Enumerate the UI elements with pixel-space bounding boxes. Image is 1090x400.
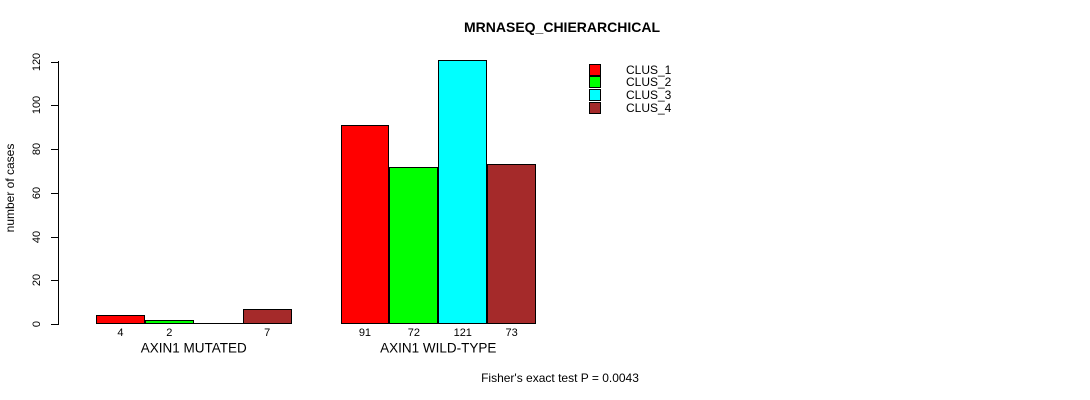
legend-label: CLUS_1 [626, 62, 672, 77]
y-axis-tick-label: 40 [30, 230, 43, 243]
bar-value-label: 121 [453, 327, 472, 339]
y-axis-tick-label: 80 [30, 143, 43, 156]
legend-swatch-clus_2 [589, 76, 601, 89]
bar-clus-1 [340, 125, 390, 324]
legend-label: CLUS_2 [626, 75, 672, 90]
y-axis-tick-label: 60 [30, 186, 43, 199]
y-axis-tick [51, 280, 58, 282]
y-axis-line [58, 61, 59, 325]
bar-clus-3 [438, 59, 488, 324]
bar-clus-4 [242, 308, 292, 324]
bar-value-label: 7 [264, 327, 271, 339]
chart-title: MRNASEQ_CHIERARCHICAL [463, 19, 661, 35]
x-group-label: AXIN1 MUTATED [140, 340, 247, 356]
legend-label: CLUS_4 [626, 101, 672, 116]
bar-clus-4 [487, 164, 537, 324]
y-axis-tick [51, 192, 58, 194]
y-axis-tick-label: 100 [30, 96, 43, 115]
y-axis-tick-label: 120 [30, 52, 43, 71]
bar-clus-3-zero [193, 323, 243, 324]
bar-value-label: 4 [117, 327, 124, 339]
bar-value-label: 72 [407, 327, 420, 339]
y-axis-tick [51, 324, 58, 325]
bar-value-label: 2 [166, 327, 173, 339]
bar-value-label: 91 [358, 327, 372, 339]
legend-swatch-clus_4 [589, 102, 601, 115]
legend-swatch-clus_1 [589, 63, 601, 76]
y-axis-tick [51, 149, 58, 151]
y-axis-tick-label: 0 [30, 320, 43, 328]
bar-clus-2 [144, 319, 194, 324]
legend-swatch-clus_3 [589, 89, 601, 102]
bar-clus-1 [96, 315, 145, 324]
y-axis-tick [51, 236, 58, 238]
y-axis-tick-label: 20 [30, 274, 43, 287]
pvalue-annotation: Fisher's exact test P = 0.0043 [481, 371, 639, 385]
y-axis-tick [51, 105, 58, 107]
bar-clus-2 [389, 166, 439, 324]
legend-label: CLUS_3 [626, 88, 672, 103]
bar-value-label: 73 [505, 327, 518, 339]
y-axis-tick [51, 61, 58, 63]
x-group-label: AXIN1 WILD-TYPE [380, 340, 497, 356]
